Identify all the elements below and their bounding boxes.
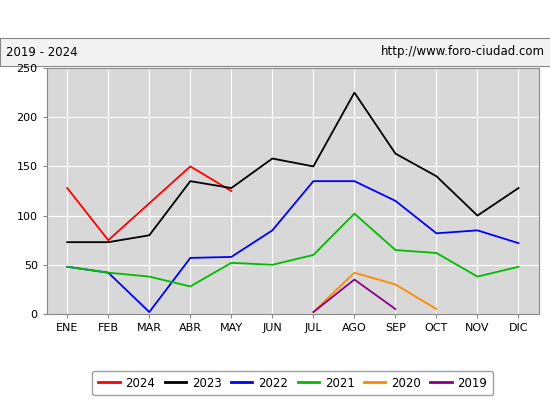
- Text: http://www.foro-ciudad.com: http://www.foro-ciudad.com: [381, 46, 544, 58]
- Text: Evolucion Nº Turistas Extranjeros en el municipio de Nombela: Evolucion Nº Turistas Extranjeros en el …: [49, 12, 501, 26]
- Legend: 2024, 2023, 2022, 2021, 2020, 2019: 2024, 2023, 2022, 2021, 2020, 2019: [92, 371, 493, 396]
- Text: 2019 - 2024: 2019 - 2024: [6, 46, 77, 58]
